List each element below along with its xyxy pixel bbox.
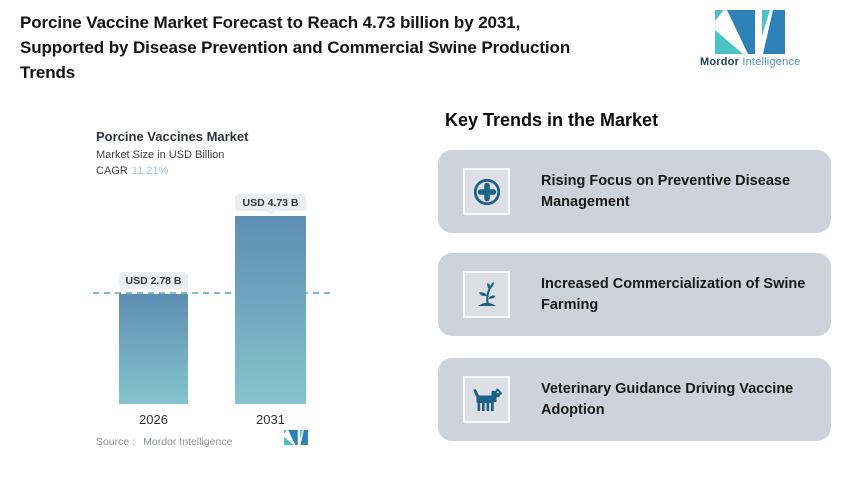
value-label-2031: USD 4.73 B <box>235 194 306 211</box>
bar-chart: USD 2.78 B USD 4.73 B 2026 2031 <box>93 190 333 427</box>
trend-label: Increased Commercialization of Swine Far… <box>541 275 806 313</box>
trend-label: Rising Focus on Preventive Disease Manag… <box>541 172 791 210</box>
brand-wordmark-bold: Mordor <box>700 56 740 68</box>
source-label: Source : <box>96 436 136 448</box>
chart-title: Porcine Vaccines Market <box>96 129 249 144</box>
x-axis-label-2031: 2031 <box>256 412 285 427</box>
bar <box>235 216 306 404</box>
medical-plus-icon <box>473 178 500 205</box>
cagr-label: CAGR <box>96 165 128 177</box>
brand-wordmark-light: Intelligence <box>742 56 801 68</box>
dog-icon <box>472 388 502 411</box>
source-line: Source : Mordor Intelligence <box>96 436 232 448</box>
trends-heading: Key Trends in the Market <box>445 110 659 130</box>
trend-card-preventive-disease: Rising Focus on Preventive Disease Manag… <box>438 150 831 233</box>
plant-sprout-icon <box>477 281 496 306</box>
bar-group-2026: USD 2.78 B <box>119 272 188 404</box>
trend-card-veterinary-guidance: Veterinary Guidance Driving Vaccine Adop… <box>438 358 831 441</box>
value-label-pointer <box>148 288 159 293</box>
brand-logo: Mordor Intelligence <box>700 10 800 68</box>
value-label-2026: USD 2.78 B <box>119 272 188 289</box>
brand-wordmark: Mordor Intelligence <box>700 56 800 68</box>
trend-label: Veterinary Guidance Driving Vaccine Adop… <box>541 380 794 418</box>
page-title: Porcine Vaccine Market Forecast to Reach… <box>20 13 571 82</box>
trend-card-swine-farming: Increased Commercialization of Swine Far… <box>438 253 831 336</box>
mordor-intelligence-logo-icon <box>715 10 785 54</box>
chart-subtitle: Market Size in USD Billion <box>96 149 225 161</box>
icon-tile <box>463 376 510 423</box>
icon-tile <box>463 271 510 318</box>
cagr-value: 11.21% <box>131 165 169 177</box>
bar-group-2031: USD 4.73 B <box>235 194 306 404</box>
x-axis-label-2026: 2026 <box>139 412 168 427</box>
mordor-intelligence-mini-logo-icon <box>284 430 308 445</box>
chart-cagr: CAGR 11.21% <box>96 165 168 177</box>
source-value: Mordor Intelligence <box>143 436 233 448</box>
icon-tile <box>463 168 510 215</box>
bar <box>119 294 188 404</box>
value-label-pointer <box>265 210 276 215</box>
reference-line <box>93 292 333 294</box>
